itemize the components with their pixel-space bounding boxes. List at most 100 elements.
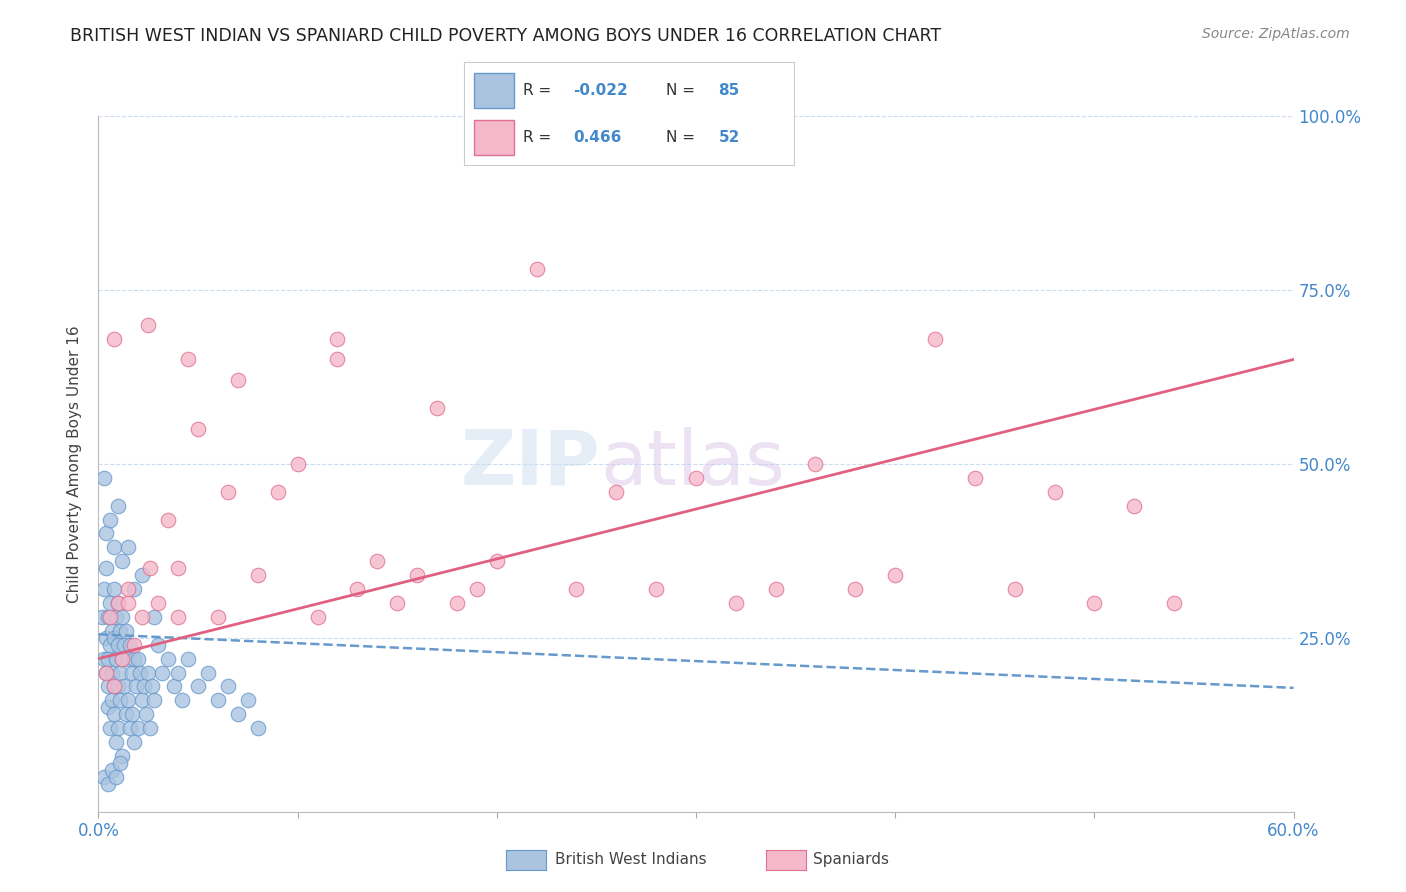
Point — [120, 638, 142, 652]
Point — [103, 707, 125, 722]
Point — [844, 582, 866, 596]
Point — [136, 318, 159, 332]
Text: N =: N = — [665, 130, 699, 145]
Point — [131, 568, 153, 582]
Point — [125, 680, 148, 694]
Point — [236, 693, 259, 707]
Point — [103, 582, 125, 596]
Point — [177, 352, 200, 367]
Point — [565, 582, 588, 596]
Point — [97, 610, 120, 624]
Point — [605, 484, 627, 499]
Point — [136, 665, 159, 680]
Point — [143, 693, 166, 707]
Point — [101, 624, 124, 638]
Point — [101, 665, 124, 680]
Point — [110, 756, 132, 770]
Point — [96, 665, 118, 680]
Point — [446, 596, 468, 610]
Point — [187, 680, 209, 694]
Point — [103, 541, 125, 555]
Point — [93, 582, 115, 596]
Point — [117, 541, 139, 555]
Point — [207, 610, 229, 624]
Point — [124, 735, 146, 749]
Point — [96, 631, 118, 645]
Text: BRITISH WEST INDIAN VS SPANIARD CHILD POVERTY AMONG BOYS UNDER 16 CORRELATION CH: BRITISH WEST INDIAN VS SPANIARD CHILD PO… — [70, 27, 942, 45]
Point — [101, 763, 124, 777]
Point — [96, 526, 118, 541]
Point — [103, 680, 125, 694]
FancyBboxPatch shape — [474, 73, 513, 108]
Point — [105, 610, 128, 624]
Text: 0.466: 0.466 — [574, 130, 621, 145]
Point — [107, 638, 129, 652]
Point — [121, 707, 143, 722]
Point — [100, 638, 122, 652]
Point — [143, 610, 166, 624]
Point — [107, 680, 129, 694]
Point — [246, 721, 269, 735]
Point — [765, 582, 787, 596]
Point — [100, 721, 122, 735]
Point — [385, 596, 409, 610]
Point — [226, 707, 249, 722]
Point — [110, 665, 132, 680]
Point — [177, 651, 200, 665]
Point — [148, 638, 170, 652]
Text: 85: 85 — [718, 83, 740, 97]
Point — [93, 471, 115, 485]
Point — [326, 352, 349, 367]
Text: atlas: atlas — [600, 427, 785, 500]
Point — [117, 596, 139, 610]
Point — [111, 610, 134, 624]
Point — [924, 332, 946, 346]
Point — [107, 596, 129, 610]
Point — [134, 680, 156, 694]
Point — [1083, 596, 1105, 610]
Point — [111, 749, 134, 764]
Point — [93, 770, 115, 784]
Point — [485, 554, 508, 568]
Point — [96, 665, 118, 680]
FancyBboxPatch shape — [474, 120, 513, 155]
Point — [124, 582, 146, 596]
Point — [115, 707, 138, 722]
Point — [645, 582, 668, 596]
Point — [217, 680, 239, 694]
Point — [127, 651, 149, 665]
Point — [91, 610, 114, 624]
Point — [117, 582, 139, 596]
Point — [139, 561, 162, 575]
Point — [105, 770, 128, 784]
Point — [124, 638, 146, 652]
Point — [148, 596, 170, 610]
Point — [103, 332, 125, 346]
Point — [115, 624, 138, 638]
Point — [110, 693, 132, 707]
Point — [804, 457, 827, 471]
Point — [267, 484, 290, 499]
Point — [131, 610, 153, 624]
Point — [167, 561, 190, 575]
Point — [120, 721, 142, 735]
Point — [1123, 499, 1146, 513]
Point — [246, 568, 269, 582]
Point — [121, 665, 143, 680]
Text: Source: ZipAtlas.com: Source: ZipAtlas.com — [1202, 27, 1350, 41]
Text: N =: N = — [665, 83, 699, 97]
Point — [93, 651, 115, 665]
Point — [103, 631, 125, 645]
Text: R =: R = — [523, 130, 561, 145]
Point — [157, 512, 180, 526]
Point — [426, 401, 449, 416]
Point — [1043, 484, 1066, 499]
Point — [103, 680, 125, 694]
Point — [107, 721, 129, 735]
Point — [197, 665, 219, 680]
Point — [326, 332, 349, 346]
Point — [307, 610, 329, 624]
Point — [217, 484, 239, 499]
Point — [1163, 596, 1185, 610]
Point — [287, 457, 309, 471]
